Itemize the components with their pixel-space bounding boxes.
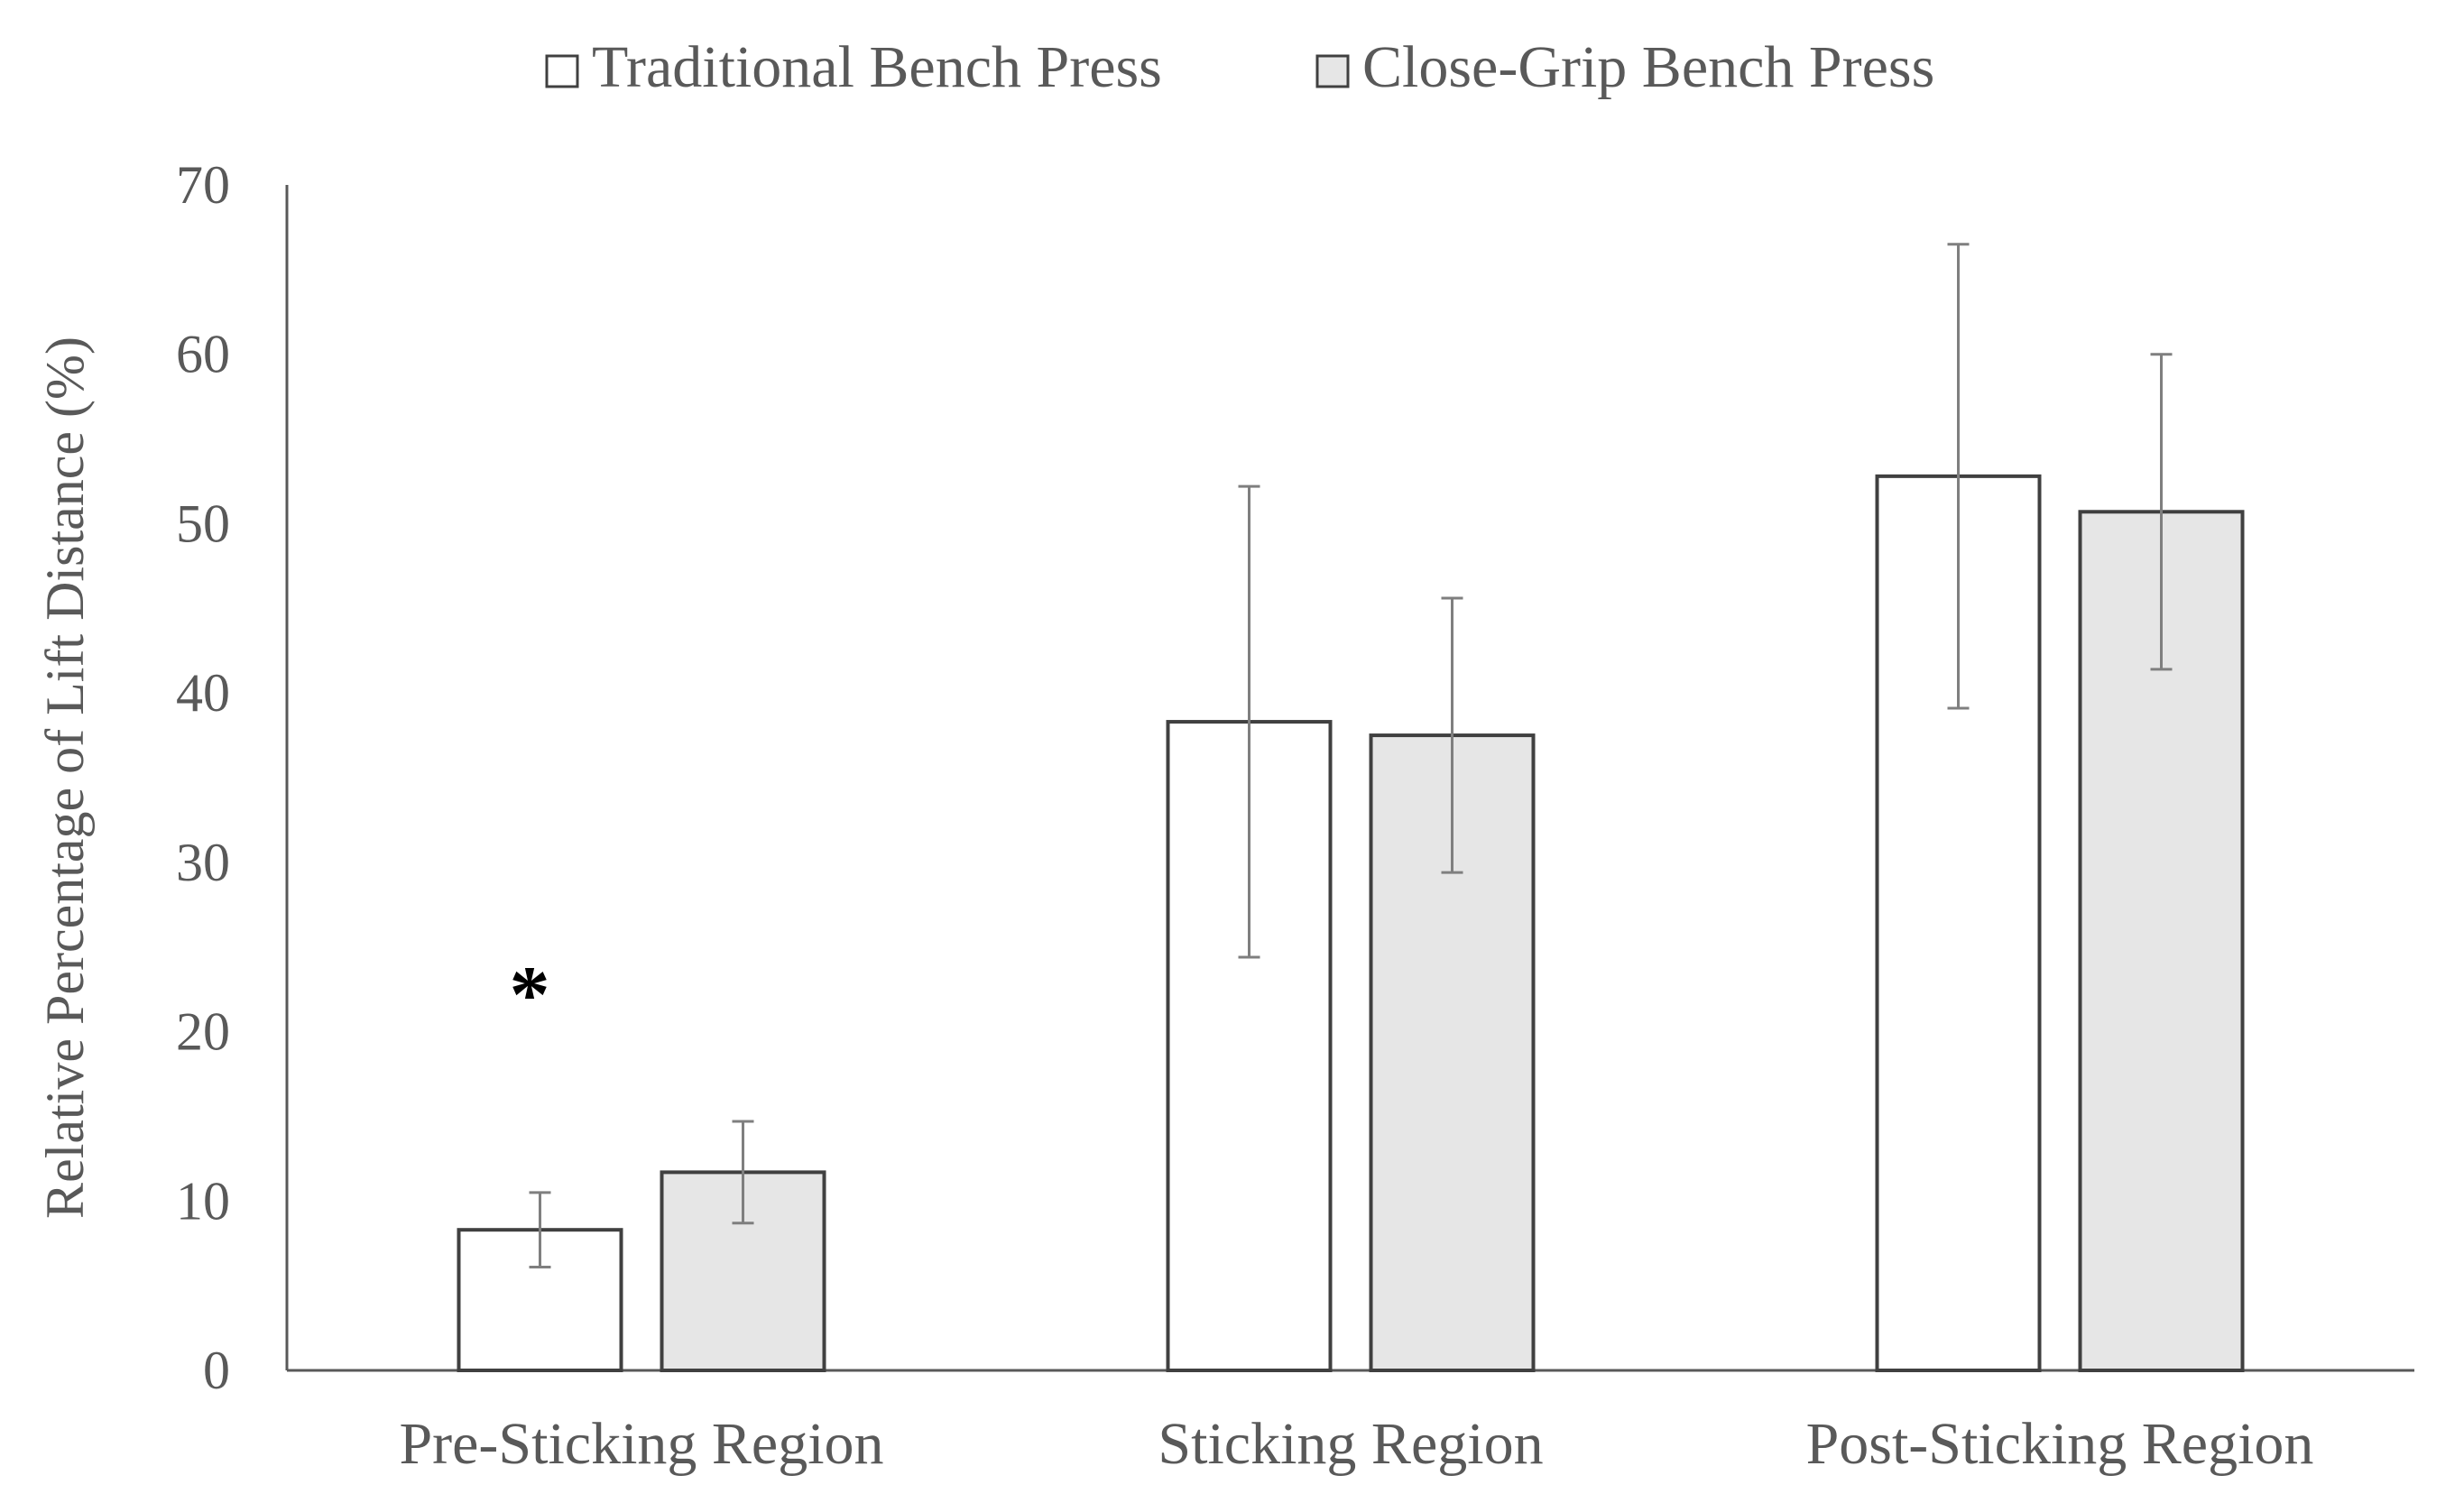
legend: Traditional Bench Press Close-Grip Bench … <box>545 34 1934 100</box>
bars <box>457 474 2245 1372</box>
y-tick-label: 0 <box>203 1341 230 1400</box>
y-tick-label: 70 <box>176 155 230 215</box>
y-tick-label: 40 <box>176 663 230 723</box>
x-tick-label: Sticking Region <box>1158 1411 1543 1477</box>
y-tick-label: 20 <box>176 1002 230 1062</box>
legend-label: Traditional Bench Press <box>592 34 1162 100</box>
x-tick-label: Post-Sticking Region <box>1806 1411 2314 1477</box>
legend-label: Close-Grip Bench Press <box>1362 34 1934 100</box>
error-bars <box>529 243 2173 1268</box>
x-tick-label: Pre-Sticking Region <box>399 1411 883 1477</box>
axis-labels: 0 10 20 30 40 50 60 70 Relative Percentage of Li… <box>35 155 2313 1477</box>
annotations: * <box>510 950 550 1039</box>
y-tick-label: 10 <box>176 1171 230 1231</box>
legend-swatch <box>545 54 579 88</box>
y-tick-label: 30 <box>176 833 230 892</box>
axes <box>285 185 2414 1372</box>
y-tick-label: 60 <box>176 325 230 384</box>
significance-marker: * <box>510 950 550 1039</box>
y-tick-label: 50 <box>176 493 230 553</box>
y-axis-label: Relative Percentage of Lift Distance (%) <box>35 337 95 1219</box>
legend-swatch <box>1315 54 1350 88</box>
